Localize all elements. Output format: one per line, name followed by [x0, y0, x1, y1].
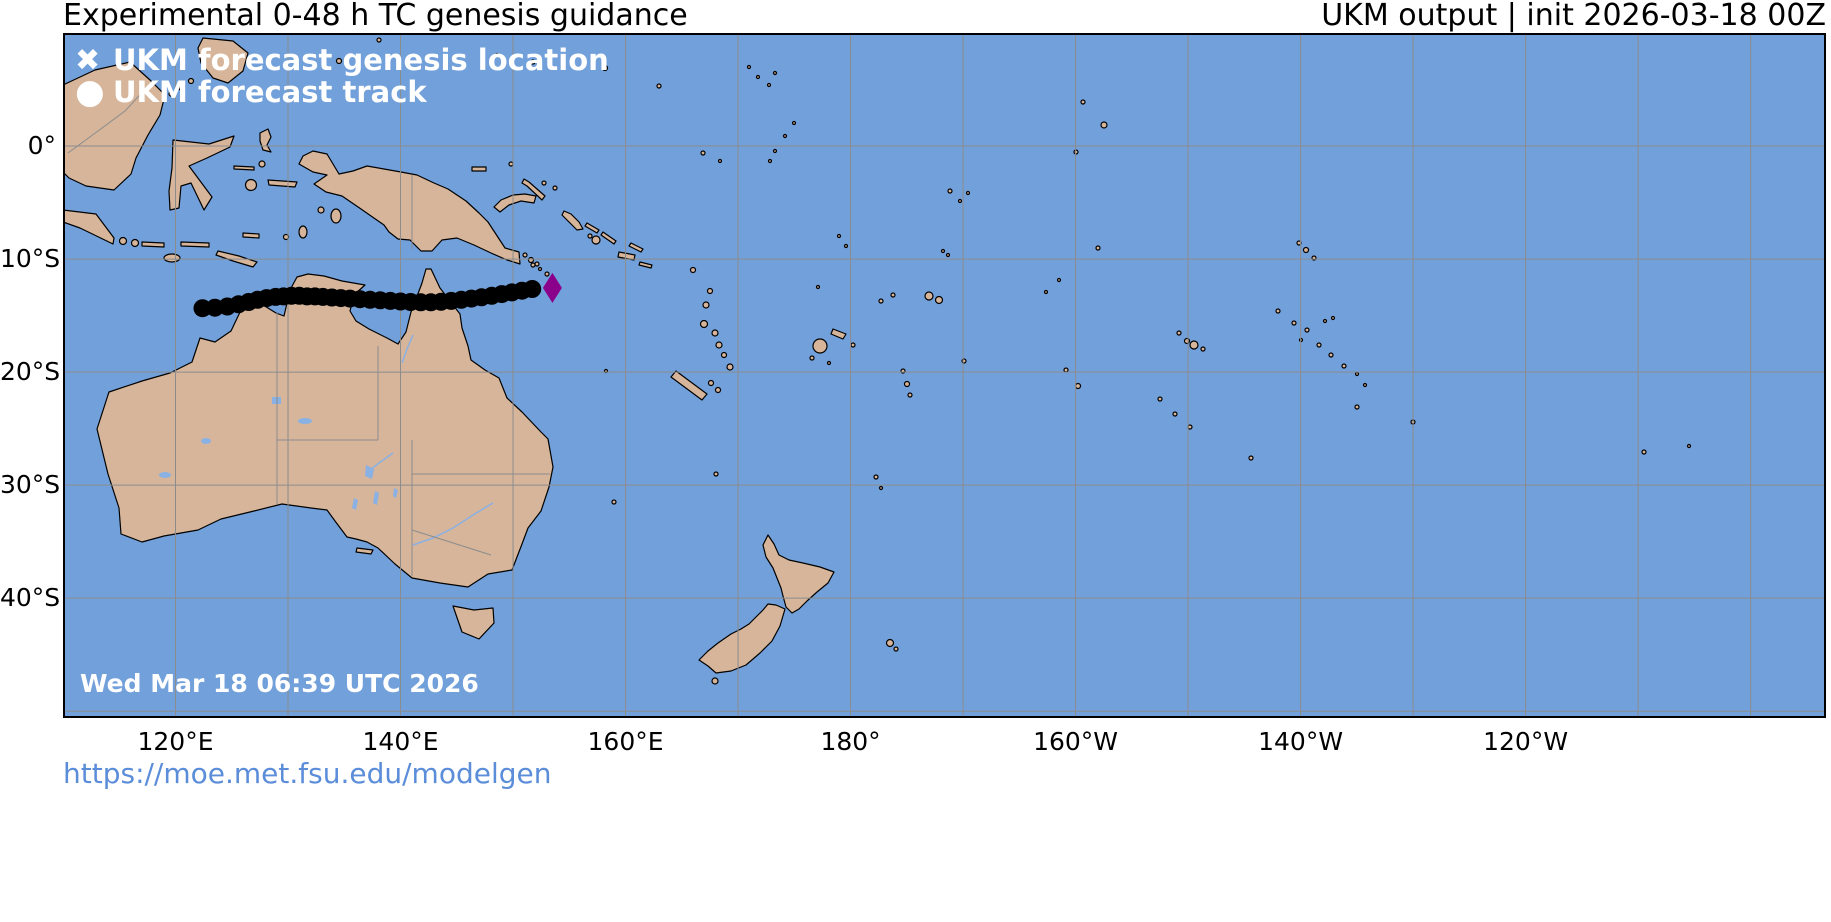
legend-track-label: UKM forecast track	[113, 75, 427, 109]
lon-tick-label: 120°W	[1483, 727, 1569, 756]
land-kangaroo-island	[355, 547, 374, 555]
land-aru	[330, 208, 342, 224]
land-new-zealand-south	[698, 603, 786, 674]
land-seram	[267, 179, 298, 188]
land-guadalcanal	[617, 251, 636, 261]
land-australia	[96, 268, 554, 588]
timestamp: Wed Mar 18 06:39 UTC 2026	[80, 669, 479, 698]
small-islands	[118, 37, 1692, 685]
land-new-guinea	[298, 150, 521, 265]
land-sulawesi	[168, 135, 235, 211]
land-bougainville	[561, 210, 584, 231]
legend-genesis-label: UKM forecast genesis location	[113, 43, 609, 77]
track-dot-icon: ●	[75, 72, 105, 112]
land-malaita	[628, 242, 644, 253]
land-new-britain	[493, 193, 537, 213]
land-new-zealand-north	[762, 534, 835, 614]
lon-tick-label: 180°	[820, 727, 881, 756]
land-new-ireland	[521, 178, 546, 201]
lat-tick-label: 30°S	[0, 470, 61, 500]
footer-url[interactable]: https://moe.met.fsu.edu/modelgen	[63, 757, 552, 790]
forecast-track-layer	[193, 272, 562, 318]
genesis-x-icon: ✖	[75, 42, 101, 78]
lat-tick-label: 10°S	[0, 244, 61, 274]
land-wetar	[242, 232, 260, 239]
land-sumbawa	[141, 241, 165, 248]
land-new-caledonia	[670, 370, 708, 401]
page-title: Experimental 0-48 h TC genesis guidance	[63, 0, 688, 33]
land-tasmania	[452, 605, 495, 640]
legend: ✖ UKM forecast genesis location ● UKM fo…	[75, 42, 609, 113]
lon-tick-label: 120°E	[137, 727, 214, 756]
land-manus	[471, 166, 487, 172]
land-vanua-levu	[830, 328, 847, 340]
track-point	[523, 280, 542, 298]
grid-lines	[63, 33, 1826, 718]
state-borders	[67, 84, 550, 576]
land-layer	[63, 37, 1692, 685]
land-sula	[233, 165, 255, 171]
lon-tick-label: 140°W	[1258, 727, 1344, 756]
lat-tick-label: 0°	[27, 131, 56, 161]
land-sumba	[163, 253, 181, 263]
map: ✖ UKM forecast genesis location ● UKM fo…	[63, 33, 1826, 718]
land-santa-isabel	[600, 231, 617, 245]
lon-tick-label: 140°E	[362, 727, 439, 756]
legend-genesis-row: ✖ UKM forecast genesis location	[75, 42, 609, 78]
lon-tick-label: 160°E	[587, 727, 664, 756]
lon-tick-label: 160°W	[1033, 727, 1119, 756]
land-viti-levu	[812, 338, 828, 354]
land-tanimbar	[298, 225, 308, 239]
map-frame	[63, 33, 1826, 718]
land-choiseul	[584, 222, 600, 234]
genesis-marker	[542, 272, 562, 303]
legend-track-row: ● UKM forecast track	[75, 72, 609, 112]
lat-tick-label: 40°S	[0, 583, 61, 613]
land-makira	[638, 261, 653, 269]
land-java	[63, 209, 115, 245]
land-mindanao	[197, 37, 249, 84]
land-flores	[180, 241, 210, 248]
map-canvas	[63, 33, 1826, 718]
rivers	[369, 334, 494, 546]
lat-tick-label: 20°S	[0, 357, 61, 387]
model-run-info: UKM output | init 2026-03-18 00Z	[1321, 0, 1826, 33]
